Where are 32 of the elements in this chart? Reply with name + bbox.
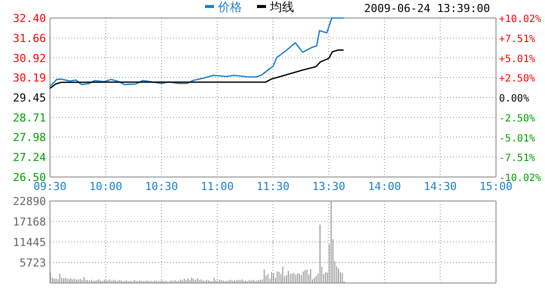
text: -5.01% (499, 133, 536, 144)
y-tick-label: 30.92 (12, 52, 46, 65)
legend-label: 均线 (269, 0, 294, 14)
text: +2.50% (499, 74, 536, 85)
text: 0.00% (499, 94, 530, 104)
x-tick-label: 10:00 (89, 180, 122, 193)
y-tick-label: 5723 (20, 256, 46, 270)
y-tick-label: 27.24 (12, 151, 46, 164)
x-tick-label: 11:00 (200, 180, 234, 193)
x-tick-label: 11:30 (256, 180, 290, 193)
text: +5.01% (499, 54, 536, 65)
x-tick-label: 10:30 (144, 180, 178, 193)
y-tick-label: 29.45 (12, 92, 46, 104)
y-tick-label: 22890 (12, 195, 46, 208)
y-tick-label: 28.71 (12, 111, 46, 124)
legend-label: 价格 (217, 0, 242, 14)
y-tick-label: 31.66 (12, 32, 46, 45)
text: -2.50% (499, 113, 536, 124)
y-tick-label: 27.98 (12, 131, 46, 144)
y-tick-label: 30.19 (12, 72, 46, 85)
y-tick-label: 17168 (12, 216, 46, 228)
x-tick-label: 09:30 (33, 180, 67, 193)
text: +10.02% (499, 14, 542, 25)
x-tick-label: 15:00 (479, 180, 513, 193)
y-tick-label: 32.40 (12, 12, 46, 25)
text: +7.51% (499, 34, 536, 45)
text: -7.51% (499, 153, 536, 164)
x-tick-label: 14:00 (368, 180, 402, 193)
x-tick-label: 14:30 (424, 180, 457, 193)
y-tick-label: 11445 (12, 236, 46, 249)
x-tick-label: 13:30 (312, 180, 346, 193)
chart-subtitle: 2009-06-24 13:39:00 (364, 2, 490, 15)
